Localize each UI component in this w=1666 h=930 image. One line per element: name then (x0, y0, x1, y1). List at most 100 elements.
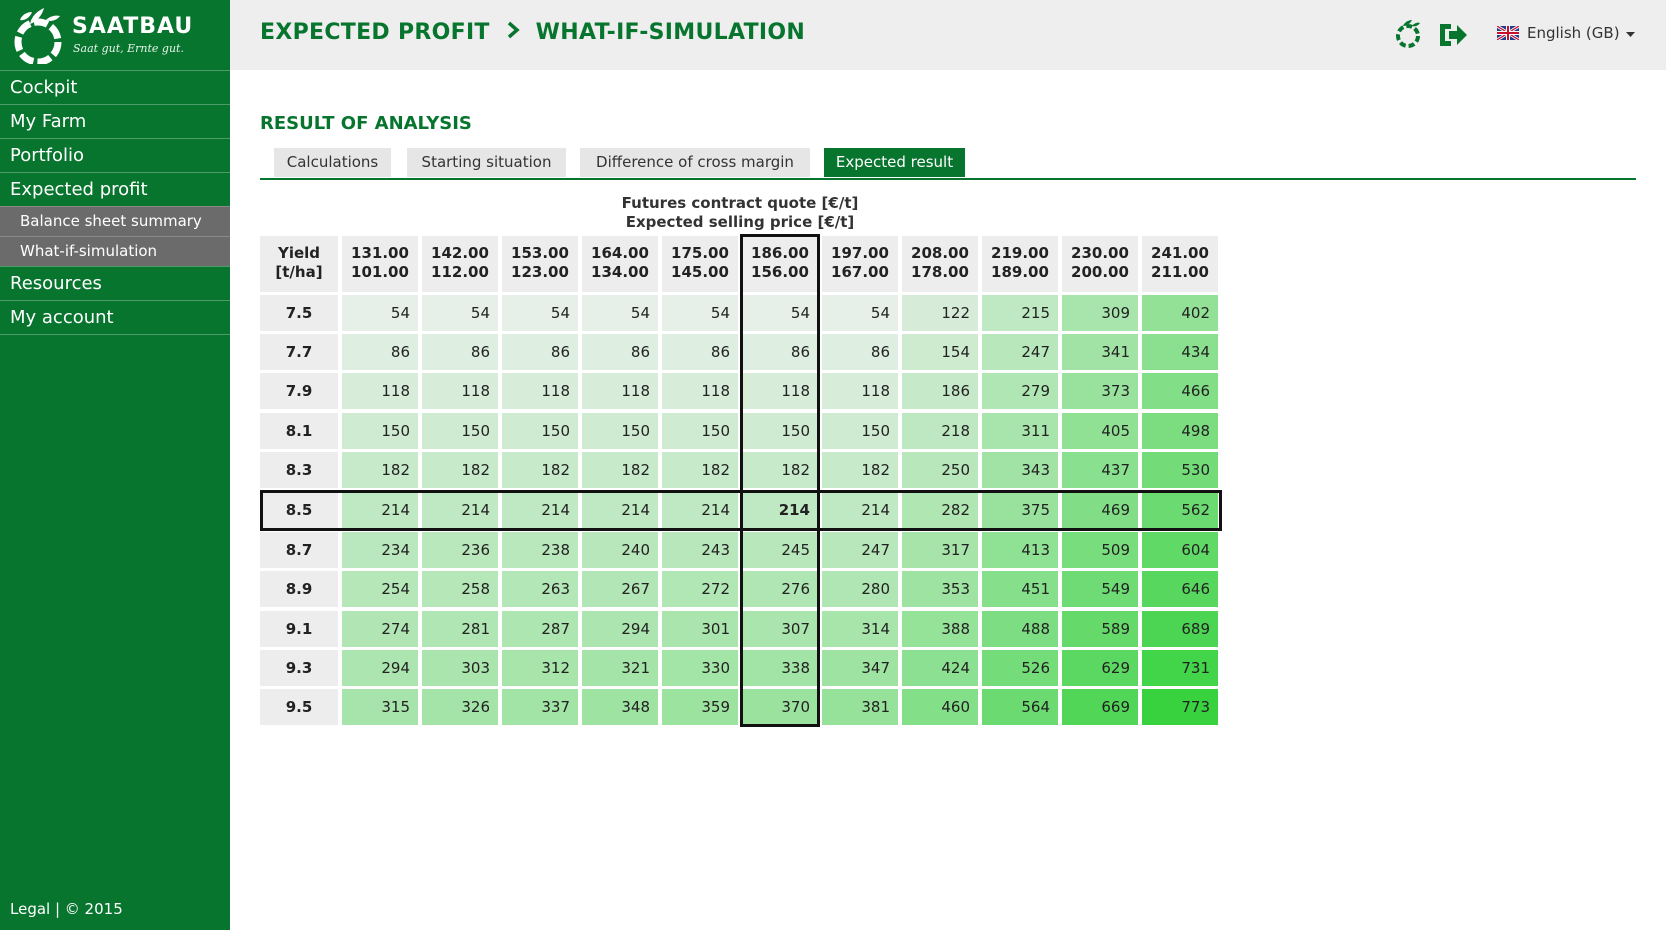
breadcrumb-expected-profit[interactable]: EXPECTED PROFIT (260, 20, 490, 45)
yield-row-label: 8.1 (260, 412, 338, 449)
price-column-header: 219.00 189.00 (982, 236, 1058, 292)
futures-quote-value: 186.00 (751, 244, 809, 262)
result-cell: 263 (502, 571, 578, 608)
yield-header-unit: [t/ha] (275, 263, 323, 281)
result-cell: 669 (1062, 689, 1138, 725)
result-cell: 118 (742, 373, 818, 410)
result-cell: 182 (742, 451, 818, 488)
result-cell: 405 (1062, 412, 1138, 449)
result-cell: 118 (822, 373, 898, 410)
result-cell: 272 (662, 571, 738, 608)
result-cell: 307 (742, 610, 818, 647)
result-cell: 326 (422, 689, 498, 725)
tab-starting-situation[interactable]: Starting situation (407, 148, 566, 177)
result-cell: 86 (582, 334, 658, 371)
result-cell: 509 (1062, 532, 1138, 569)
result-cell: 182 (822, 451, 898, 488)
logout-button[interactable] (1436, 20, 1468, 54)
result-cell: 86 (422, 334, 498, 371)
tab-expected-result[interactable]: Expected result (824, 148, 965, 177)
yield-row-label: 8.5 (260, 492, 338, 528)
result-cell: 469 (1062, 492, 1138, 528)
uk-flag-icon (1497, 26, 1519, 40)
selling-price-value: 200.00 (1071, 263, 1129, 281)
result-cell: 86 (742, 334, 818, 371)
yield-header: Yield [t/ha] (260, 236, 338, 292)
sidebar-item-portfolio[interactable]: Portfolio (0, 138, 230, 172)
sidebar-item-resources[interactable]: Resources (0, 266, 230, 300)
result-cell: 498 (1142, 412, 1218, 449)
result-cell: 530 (1142, 451, 1218, 488)
sidebar-item-my-account[interactable]: My account (0, 300, 230, 335)
selling-price-value: 189.00 (991, 263, 1049, 281)
selling-price-value: 101.00 (351, 263, 409, 281)
result-cell: 118 (662, 373, 738, 410)
yield-row-label: 7.7 (260, 334, 338, 371)
selling-price-value: 167.00 (831, 263, 889, 281)
futures-quote-value: 197.00 (831, 244, 889, 262)
sidebar: SAATBAU Saat gut, Ernte gut. Cockpit My … (0, 0, 230, 930)
result-cell: 564 (982, 689, 1058, 725)
result-cell: 589 (1062, 610, 1138, 647)
yield-header-label: Yield (277, 244, 321, 262)
saatbau-logo-icon (14, 8, 62, 64)
result-cell: 373 (1062, 373, 1138, 410)
futures-quote-value: 153.00 (511, 244, 569, 262)
result-cell: 279 (982, 373, 1058, 410)
result-cell: 182 (582, 451, 658, 488)
sidebar-subitem-what-if-simulation[interactable]: What-if-simulation (0, 236, 230, 266)
section-title: RESULT OF ANALYSIS (260, 113, 472, 134)
result-cell: 341 (1062, 334, 1138, 371)
sidebar-item-expected-profit[interactable]: Expected profit (0, 172, 230, 206)
result-cell: 317 (902, 532, 978, 569)
result-cell: 247 (982, 334, 1058, 371)
result-cell: 370 (742, 689, 818, 725)
result-cell: 254 (342, 571, 418, 608)
result-cell: 434 (1142, 334, 1218, 371)
futures-quote-value: 208.00 (911, 244, 969, 262)
result-cell: 388 (902, 610, 978, 647)
result-cell: 258 (422, 571, 498, 608)
logout-icon (1440, 24, 1467, 46)
result-cell: 150 (582, 412, 658, 449)
result-cell: 604 (1142, 532, 1218, 569)
tab-difference-of-cross-margin[interactable]: Difference of cross margin (580, 148, 810, 177)
language-selector[interactable]: English (GB) (1497, 24, 1635, 42)
result-cell: 338 (742, 649, 818, 686)
price-column-header: 175.00 145.00 (662, 236, 738, 292)
legal-footer[interactable]: Legal | © 2015 (10, 900, 123, 918)
result-cell: 54 (422, 295, 498, 331)
sidebar-subitem-balance-sheet-summary[interactable]: Balance sheet summary (0, 206, 230, 236)
price-column-header: 186.00 156.00 (742, 236, 818, 292)
result-cell: 274 (342, 610, 418, 647)
result-cell: 118 (502, 373, 578, 410)
result-cell: 267 (582, 571, 658, 608)
result-cell: 150 (502, 412, 578, 449)
result-cell: 330 (662, 649, 738, 686)
result-cell: 549 (1062, 571, 1138, 608)
result-cell: 118 (582, 373, 658, 410)
price-column-header: 164.00 134.00 (582, 236, 658, 292)
yield-row-label: 9.5 (260, 689, 338, 725)
yield-row-label: 8.9 (260, 571, 338, 608)
result-cell: 150 (822, 412, 898, 449)
result-cell: 294 (582, 610, 658, 647)
saatbau-icon-button[interactable] (1393, 20, 1423, 54)
selling-price-value: 211.00 (1151, 263, 1209, 281)
result-cell: 488 (982, 610, 1058, 647)
price-column-header: 142.00 112.00 (422, 236, 498, 292)
selling-price-value: 112.00 (431, 263, 489, 281)
result-cell: 54 (662, 295, 738, 331)
result-cell: 54 (742, 295, 818, 331)
result-cell: 234 (342, 532, 418, 569)
futures-quote-value: 241.00 (1151, 244, 1209, 262)
tab-calculations[interactable]: Calculations (274, 148, 391, 177)
sidebar-item-my-farm[interactable]: My Farm (0, 104, 230, 138)
result-cell: 402 (1142, 295, 1218, 331)
result-cell: 86 (822, 334, 898, 371)
result-cell: 150 (662, 412, 738, 449)
brand-logo[interactable]: SAATBAU Saat gut, Ernte gut. (0, 0, 230, 70)
sidebar-item-cockpit[interactable]: Cockpit (0, 70, 230, 104)
result-cell: 214 (662, 492, 738, 528)
result-cell: 773 (1142, 689, 1218, 725)
